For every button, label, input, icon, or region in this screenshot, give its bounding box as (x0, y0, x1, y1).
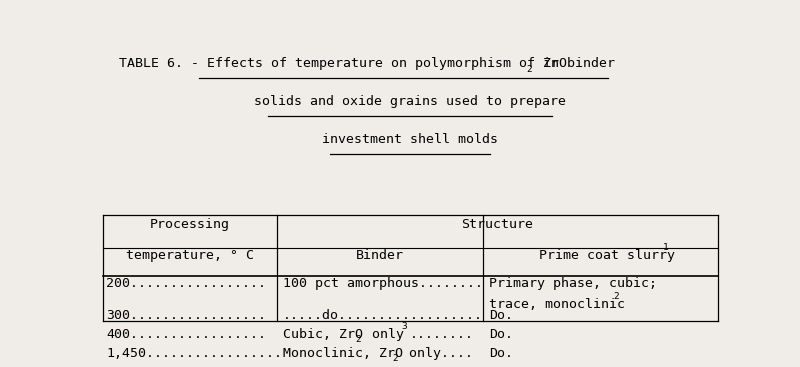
Text: Do.: Do. (490, 347, 514, 360)
Text: 2: 2 (392, 354, 398, 363)
Text: .....do..................: .....do.................. (283, 309, 483, 322)
Text: Structure: Structure (462, 218, 534, 231)
Text: only: only (365, 328, 405, 341)
Text: Monoclinic, ZrO: Monoclinic, ZrO (283, 347, 403, 360)
Text: 2: 2 (356, 335, 362, 344)
Text: Binder: Binder (356, 249, 404, 262)
Text: trace, monoclinic: trace, monoclinic (490, 298, 626, 310)
Text: 3: 3 (401, 322, 406, 331)
Text: Processing: Processing (150, 218, 230, 231)
Text: solids and oxide grains used to prepare: solids and oxide grains used to prepare (254, 95, 566, 108)
Text: Do.: Do. (490, 328, 514, 341)
Text: TABLE 6. - Effects of temperature on polymorphism of ZrO: TABLE 6. - Effects of temperature on pol… (118, 57, 566, 70)
Text: Cubic, ZrO: Cubic, ZrO (283, 328, 363, 341)
Text: Do.: Do. (490, 309, 514, 322)
Text: 1,450.................: 1,450................. (106, 347, 282, 360)
Text: 300.................: 300................. (106, 309, 266, 322)
Text: investment shell molds: investment shell molds (322, 133, 498, 146)
Text: 2: 2 (614, 292, 619, 301)
Text: ........: ........ (410, 328, 474, 341)
Text: 400.................: 400................. (106, 328, 266, 341)
Text: only....: only.... (401, 347, 473, 360)
Text: 100 pct amorphous........: 100 pct amorphous........ (283, 277, 483, 290)
Text: 1: 1 (662, 243, 668, 252)
Text: in binder: in binder (535, 57, 615, 70)
Text: Prime coat slurry: Prime coat slurry (538, 249, 674, 262)
Text: 2: 2 (526, 65, 532, 74)
Text: 200.................: 200................. (106, 277, 266, 290)
Text: Primary phase, cubic;: Primary phase, cubic; (490, 277, 658, 290)
Text: temperature, ° C: temperature, ° C (126, 249, 254, 262)
